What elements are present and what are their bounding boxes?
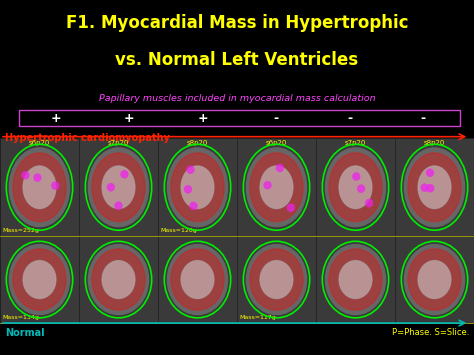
Text: -: - <box>273 111 279 125</box>
Text: +: + <box>124 111 135 125</box>
Ellipse shape <box>418 166 451 209</box>
Ellipse shape <box>33 173 42 182</box>
Text: Mass=117g: Mass=117g <box>239 315 276 320</box>
Text: +: + <box>50 111 61 125</box>
Ellipse shape <box>418 261 451 299</box>
Ellipse shape <box>167 147 228 227</box>
Ellipse shape <box>420 184 429 192</box>
Ellipse shape <box>9 147 70 227</box>
Ellipse shape <box>365 199 373 207</box>
Ellipse shape <box>88 244 149 315</box>
Text: Papillary muscles included in myocardial mass calculation: Papillary muscles included in myocardial… <box>99 94 375 103</box>
Ellipse shape <box>186 165 195 174</box>
Text: Mass=252g: Mass=252g <box>2 228 39 233</box>
Ellipse shape <box>276 164 284 172</box>
Ellipse shape <box>181 166 214 209</box>
Ellipse shape <box>408 249 461 310</box>
Ellipse shape <box>404 244 465 315</box>
Ellipse shape <box>107 183 115 192</box>
Ellipse shape <box>246 147 307 227</box>
Ellipse shape <box>408 153 461 222</box>
Ellipse shape <box>287 203 295 212</box>
Ellipse shape <box>88 147 149 227</box>
Ellipse shape <box>51 181 60 190</box>
Ellipse shape <box>246 244 307 315</box>
Bar <box>79 138 158 236</box>
Text: s6p20: s6p20 <box>29 140 50 146</box>
Bar <box>395 138 474 236</box>
Ellipse shape <box>357 184 365 193</box>
Ellipse shape <box>114 201 123 210</box>
Text: Mass=134g: Mass=134g <box>2 315 39 320</box>
Text: Mass=120g: Mass=120g <box>160 228 197 233</box>
Ellipse shape <box>404 147 465 227</box>
Ellipse shape <box>171 249 224 310</box>
Text: vs. Normal Left Ventricles: vs. Normal Left Ventricles <box>116 51 358 70</box>
Ellipse shape <box>264 181 272 190</box>
Ellipse shape <box>260 261 293 299</box>
Ellipse shape <box>13 249 66 310</box>
Text: s8p20: s8p20 <box>424 140 445 146</box>
Ellipse shape <box>92 249 145 310</box>
Ellipse shape <box>339 261 372 299</box>
Bar <box>0 138 79 236</box>
Text: s7p20: s7p20 <box>345 140 366 146</box>
Ellipse shape <box>184 185 192 193</box>
Text: -: - <box>420 111 426 125</box>
Bar <box>158 138 237 236</box>
Bar <box>79 236 158 323</box>
Bar <box>158 236 237 323</box>
Text: Hypertrophic cardiomyopathy: Hypertrophic cardiomyopathy <box>5 133 170 143</box>
Text: -: - <box>347 111 352 125</box>
Ellipse shape <box>426 169 434 177</box>
Ellipse shape <box>325 147 386 227</box>
Ellipse shape <box>167 244 228 315</box>
Ellipse shape <box>352 172 360 181</box>
Ellipse shape <box>250 249 303 310</box>
Ellipse shape <box>329 249 382 310</box>
Text: s6p20: s6p20 <box>266 140 287 146</box>
Ellipse shape <box>190 202 198 210</box>
Ellipse shape <box>339 166 372 209</box>
Ellipse shape <box>102 261 135 299</box>
Ellipse shape <box>325 244 386 315</box>
Bar <box>395 236 474 323</box>
Ellipse shape <box>260 166 293 209</box>
Text: +: + <box>197 111 208 125</box>
Ellipse shape <box>23 166 56 209</box>
Text: s8p20: s8p20 <box>187 140 208 146</box>
Ellipse shape <box>9 244 70 315</box>
Ellipse shape <box>21 171 29 180</box>
Ellipse shape <box>329 153 382 222</box>
Bar <box>316 138 395 236</box>
Ellipse shape <box>250 153 303 222</box>
Ellipse shape <box>13 153 66 222</box>
Ellipse shape <box>181 261 214 299</box>
Text: P=Phase. S=Slice.: P=Phase. S=Slice. <box>392 328 469 337</box>
Ellipse shape <box>426 184 434 192</box>
Bar <box>19 110 460 126</box>
Text: s7p20: s7p20 <box>108 140 129 146</box>
Bar <box>0 236 79 323</box>
Text: F1. Myocardial Mass in Hypertrophic: F1. Myocardial Mass in Hypertrophic <box>66 14 408 32</box>
Ellipse shape <box>120 170 128 179</box>
Ellipse shape <box>23 261 56 299</box>
Bar <box>316 236 395 323</box>
Ellipse shape <box>102 166 135 209</box>
Ellipse shape <box>171 153 224 222</box>
Bar <box>237 138 316 236</box>
Text: Normal: Normal <box>5 328 45 338</box>
Ellipse shape <box>92 153 145 222</box>
Bar <box>237 236 316 323</box>
